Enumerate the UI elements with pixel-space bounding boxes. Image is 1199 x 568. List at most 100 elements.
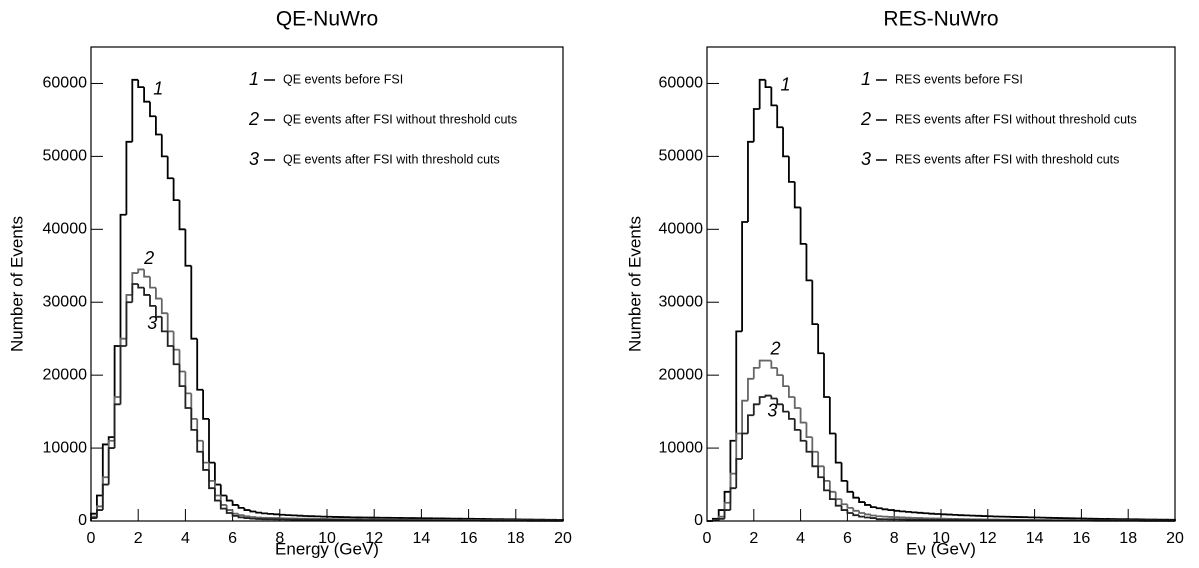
histogram-bin bbox=[834, 433, 842, 464]
histogram-bin bbox=[249, 516, 257, 518]
y-tick-label: 20000 bbox=[659, 366, 704, 383]
x-tick-label: 6 bbox=[228, 530, 237, 547]
curve-label: 3 bbox=[147, 313, 157, 333]
chart-title: RES-NuWro bbox=[883, 8, 998, 31]
histogram-bin bbox=[858, 510, 865, 514]
histogram-bin bbox=[823, 477, 830, 492]
histogram-bin bbox=[155, 305, 162, 318]
histogram-bin bbox=[799, 429, 807, 442]
histogram-bin bbox=[747, 414, 754, 434]
histogram-bin bbox=[905, 510, 912, 513]
y-tick-label: 30000 bbox=[659, 293, 704, 310]
histogram-bin bbox=[208, 469, 215, 490]
histogram-bin bbox=[225, 495, 233, 502]
histogram-bin bbox=[178, 364, 186, 387]
histogram-bin bbox=[881, 508, 889, 511]
histogram-bin bbox=[817, 466, 824, 479]
histogram-bin bbox=[261, 512, 268, 515]
histogram-bin bbox=[840, 505, 848, 511]
histogram-bin bbox=[101, 483, 109, 511]
histogram-bin bbox=[875, 518, 883, 521]
histogram-bin bbox=[219, 484, 227, 497]
legend-label: QE events after FSI without threshold cu… bbox=[283, 112, 517, 126]
y-tick-label: 60000 bbox=[659, 75, 704, 92]
histogram-bin bbox=[149, 276, 156, 289]
histogram-bin bbox=[758, 359, 766, 368]
histogram-bin bbox=[137, 79, 145, 89]
histogram-bin bbox=[131, 78, 139, 142]
y-tick-label: 40000 bbox=[659, 221, 704, 238]
histogram-bin bbox=[776, 367, 784, 377]
y-tick-label: 0 bbox=[78, 512, 87, 529]
y-tick-label: 30000 bbox=[43, 293, 88, 310]
histogram-bin bbox=[793, 418, 801, 431]
histogram-bin bbox=[788, 156, 795, 183]
x-tick-label: 10 bbox=[932, 530, 950, 547]
histogram-bin bbox=[828, 480, 836, 493]
histogram-bin bbox=[160, 316, 168, 333]
histogram-bin bbox=[817, 451, 824, 468]
histogram-bin bbox=[776, 398, 784, 406]
histogram-bin bbox=[107, 447, 115, 485]
histogram-bin bbox=[899, 510, 906, 513]
plot-frame bbox=[90, 46, 564, 522]
x-tick-label: 4 bbox=[796, 530, 805, 547]
histogram-bin bbox=[782, 127, 789, 158]
histogram-bin bbox=[741, 432, 748, 460]
x-tick-label: 14 bbox=[413, 530, 431, 547]
histogram-bin bbox=[202, 389, 209, 420]
histogram-bin bbox=[255, 516, 263, 519]
histogram-bin bbox=[137, 268, 145, 274]
histogram-bin bbox=[741, 399, 748, 434]
curve-label: 1 bbox=[153, 79, 163, 99]
histogram-bin bbox=[782, 375, 789, 387]
histogram-bin bbox=[852, 507, 860, 512]
histogram-bin bbox=[125, 140, 133, 215]
histogram-bin bbox=[852, 512, 860, 517]
histogram-bin bbox=[219, 500, 227, 510]
plot-frame bbox=[706, 46, 1176, 522]
legend-number: 3 bbox=[861, 149, 871, 169]
histogram-bin bbox=[237, 504, 245, 509]
histogram-bin bbox=[764, 79, 772, 89]
legend-number: 1 bbox=[249, 69, 259, 89]
histogram-bin bbox=[166, 156, 174, 180]
legend-number: 1 bbox=[861, 69, 871, 89]
x-tick-label: 12 bbox=[979, 530, 997, 547]
x-tick-label: 12 bbox=[365, 530, 383, 547]
histogram-bin bbox=[805, 422, 813, 439]
histogram-bin bbox=[735, 458, 743, 489]
legend-number: 3 bbox=[249, 149, 259, 169]
histogram-bin bbox=[137, 284, 145, 289]
histogram-bin bbox=[852, 491, 860, 499]
histogram-bin bbox=[160, 134, 168, 158]
histogram-bin bbox=[735, 330, 743, 441]
histogram-bin bbox=[764, 394, 772, 398]
histogram-bin bbox=[788, 386, 795, 398]
histogram-bin bbox=[846, 504, 854, 509]
legend-label: RES events before FSI bbox=[895, 72, 1023, 86]
histogram-bin bbox=[166, 331, 174, 347]
histogram-bin bbox=[113, 403, 121, 449]
histogram-bin bbox=[828, 490, 836, 501]
histogram-bin bbox=[143, 269, 150, 278]
histogram-bin bbox=[858, 497, 865, 503]
histogram-bin bbox=[817, 324, 824, 355]
x-tick-label: 18 bbox=[1119, 530, 1137, 547]
histogram-bin bbox=[131, 283, 139, 303]
histogram-bin bbox=[231, 500, 239, 506]
histogram-bin bbox=[166, 313, 174, 333]
x-tick-label: 18 bbox=[507, 530, 525, 547]
x-tick-label: 20 bbox=[1166, 530, 1184, 547]
histogram-bin bbox=[758, 396, 766, 405]
histogram-bin bbox=[160, 298, 168, 315]
x-tick-label: 6 bbox=[843, 530, 852, 547]
histogram-bin bbox=[752, 108, 760, 142]
histogram-bin bbox=[143, 87, 150, 103]
histogram-bin bbox=[758, 78, 766, 109]
x-tick-label: 10 bbox=[318, 530, 336, 547]
histogram-bin bbox=[811, 280, 819, 326]
histogram-bin bbox=[267, 512, 274, 515]
histogram-bin bbox=[834, 491, 842, 501]
histogram-bin bbox=[747, 140, 754, 223]
